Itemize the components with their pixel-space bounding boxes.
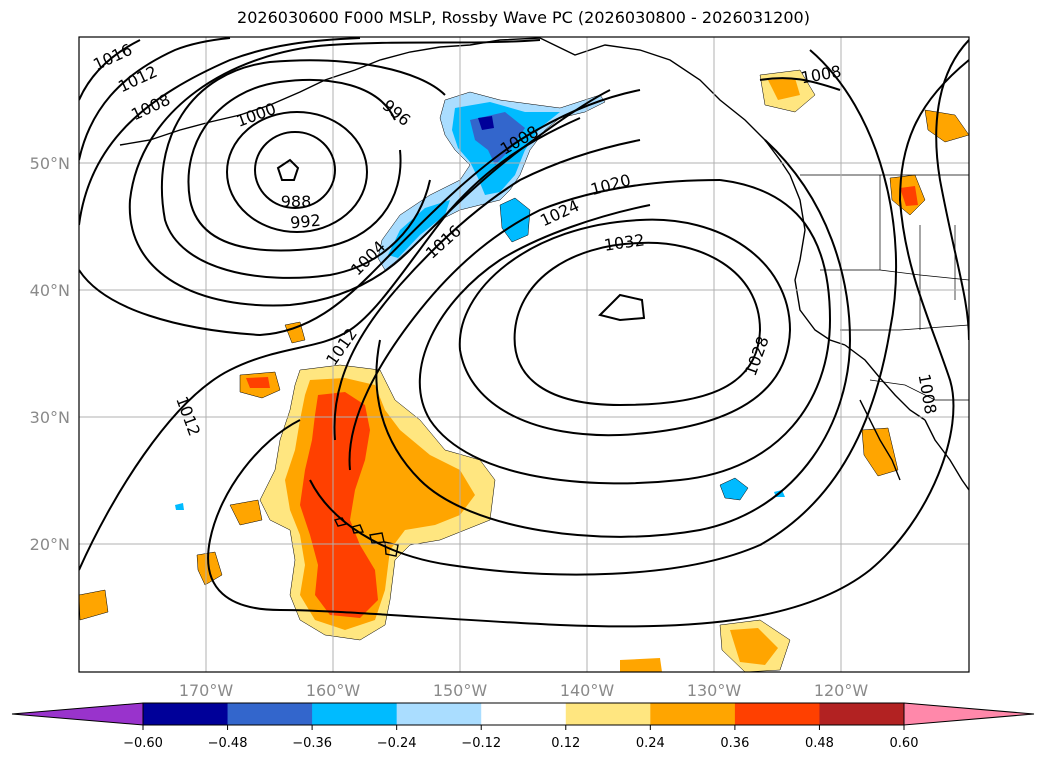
colorbar-segments xyxy=(12,703,1034,725)
colorbar-tick-label: 0.36 xyxy=(720,736,749,751)
colorbar-tick-label: −0.12 xyxy=(461,736,501,751)
coastlines xyxy=(119,37,969,557)
political-borders xyxy=(800,174,969,401)
longitude-labels: 170°W 160°W 150°W 140°W 130°W 120°W xyxy=(179,681,869,700)
pos-patch-coast-north-core xyxy=(768,78,800,100)
lon-label-120w: 120°W xyxy=(814,681,869,700)
state-border-1 xyxy=(820,269,969,281)
colorbar-tick-label: 0.24 xyxy=(636,736,665,751)
lon-label-150w: 150°W xyxy=(433,681,488,700)
colorbar-frame xyxy=(142,702,905,726)
colorbar-tick-label: 0.60 xyxy=(890,736,919,751)
pos-patch-baja xyxy=(861,427,899,477)
colorbar-tick-label: −0.24 xyxy=(377,736,417,751)
colorbar-tick-label: 0.48 xyxy=(805,736,834,751)
lon-label-160w: 160°W xyxy=(306,681,361,700)
lon-label-170w: 170°W xyxy=(179,681,234,700)
pos-patch-west-edge xyxy=(79,589,109,621)
colorbar-segment xyxy=(227,703,313,725)
neg-small-east xyxy=(719,477,749,501)
colorbar-tick-label: 0.12 xyxy=(551,736,580,751)
colorbar-tick-label: −0.48 xyxy=(208,736,248,751)
lat-label-20n: 20°N xyxy=(30,535,70,554)
contour-label: 992 xyxy=(289,211,321,233)
pos-patch-south-core xyxy=(730,628,778,665)
pos-strong-region-main xyxy=(300,392,378,618)
california-coast xyxy=(844,344,926,421)
neg-mid-region-south xyxy=(388,200,450,258)
positive-anomaly-shading xyxy=(79,69,969,672)
map-frame xyxy=(78,36,970,673)
isobar-1012b xyxy=(79,117,581,571)
colorbar-segment xyxy=(819,703,905,725)
baja-peninsula xyxy=(859,399,901,481)
isobar-1008-coast xyxy=(759,77,841,91)
isobar-1024 xyxy=(418,179,832,485)
contour-labels: 1016 1012 1008 1000 996 988 992 1008 100… xyxy=(90,40,940,439)
isobar-1004 xyxy=(128,39,611,307)
state-border-4 xyxy=(840,324,969,331)
pos-patch-west-core xyxy=(246,377,270,388)
isobar-1020 xyxy=(348,179,721,471)
isobar-1008-east xyxy=(935,39,969,341)
colorbar-right-arrow xyxy=(904,703,1034,725)
isobar-1020-outer xyxy=(375,139,852,538)
isobar-low-center xyxy=(276,158,300,181)
hawaii-oahu xyxy=(351,524,365,534)
colorbar-tick-label: −0.36 xyxy=(292,736,332,751)
aleutian-islands xyxy=(119,46,441,146)
lon-label-140w: 140°W xyxy=(560,681,615,700)
neg-mid-region-small xyxy=(499,197,531,243)
isobar-1008b xyxy=(79,89,641,337)
isobar-1012-outer xyxy=(207,59,969,628)
pacific-nw-coast xyxy=(789,174,846,346)
pos-patch-north xyxy=(284,321,306,344)
isobar-996 xyxy=(187,78,402,252)
latitude-labels: 50°N 40°N 30°N 20°N xyxy=(30,154,70,554)
isobar-1032 xyxy=(513,241,762,407)
colorbar-segment xyxy=(143,703,229,725)
isobar-high-center xyxy=(598,293,646,322)
colorbar: −0.60 −0.48 −0.36 −0.24 −0.12 0.12 0.24 0.36 0.4… xyxy=(11,702,1035,751)
neg-max-region xyxy=(478,116,494,130)
colorbar-ticks: −0.60 −0.48 −0.36 −0.24 −0.12 0.12 0.24 0.36 0.4… xyxy=(123,725,918,751)
colorbar-left-arrow xyxy=(12,703,143,725)
pos-patch-bottom xyxy=(620,658,662,672)
map-title: 2026030600 F000 MSLP, Rossby Wave PC (20… xyxy=(237,8,810,27)
isobar-1012a xyxy=(79,37,231,161)
colorbar-segment xyxy=(734,703,820,725)
isobar-1028 xyxy=(458,218,792,437)
colorbar-tick-label: −0.60 xyxy=(123,736,163,751)
map-area[interactable]: 1016 1012 1008 1000 996 988 992 1008 100… xyxy=(79,37,969,672)
contour-label: 988 xyxy=(281,192,312,211)
isobar-1008a xyxy=(79,37,361,226)
pos-patch-inland-core xyxy=(900,186,918,206)
lat-label-40n: 40°N xyxy=(30,281,70,300)
colorbar-segment xyxy=(650,703,736,725)
colorbar-segment xyxy=(565,703,651,725)
alaska-gulf-coast xyxy=(539,37,791,176)
isobar-1016b xyxy=(333,139,641,441)
colorbar-segment xyxy=(481,703,567,725)
isobar-1016-outer xyxy=(309,49,898,576)
colorbar-segment xyxy=(396,703,482,725)
isobar-992 xyxy=(226,111,368,233)
lat-label-50n: 50°N xyxy=(30,154,70,173)
lat-label-30n: 30°N xyxy=(30,408,70,427)
mexico-coast xyxy=(924,419,969,491)
isobar-1016a xyxy=(79,39,141,101)
lon-label-130w: 130°W xyxy=(687,681,742,700)
neg-dot-west xyxy=(175,503,184,510)
isobar-988 xyxy=(254,131,336,209)
colorbar-segment xyxy=(312,703,398,725)
isobars xyxy=(79,37,969,628)
isobar-1000 xyxy=(160,59,446,279)
us-mexico-border xyxy=(869,379,969,401)
pos-patch-sw xyxy=(229,499,263,526)
